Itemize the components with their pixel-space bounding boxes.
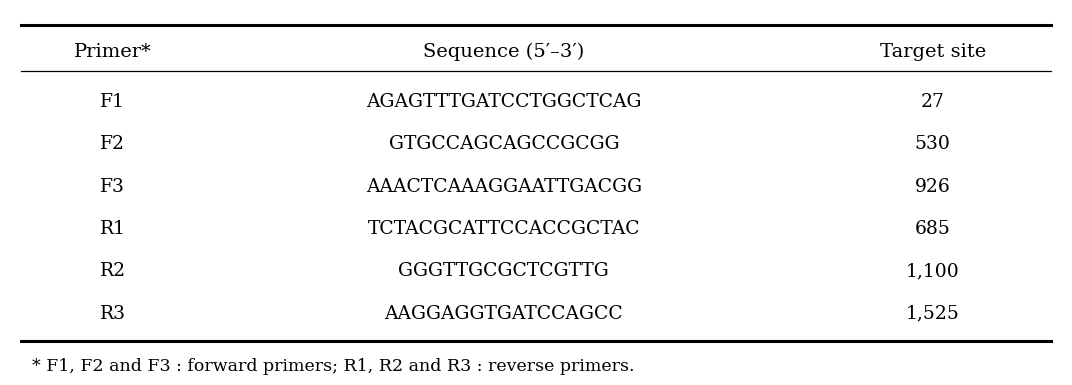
Text: R1: R1 [100, 220, 125, 238]
Text: R3: R3 [100, 305, 125, 323]
Text: 530: 530 [914, 136, 951, 153]
Text: Target site: Target site [879, 43, 986, 61]
Text: AGAGTTTGATCCTGGCTCAG: AGAGTTTGATCCTGGCTCAG [367, 93, 641, 111]
Text: AAACTCAAAGGAATTGACGG: AAACTCAAAGGAATTGACGG [366, 178, 642, 196]
Text: 685: 685 [914, 220, 951, 238]
Text: 1,525: 1,525 [906, 305, 959, 323]
Text: F3: F3 [100, 178, 125, 196]
Text: 1,100: 1,100 [906, 263, 959, 280]
Text: 926: 926 [914, 178, 951, 196]
Text: TCTACGCATTCCACCGCTAC: TCTACGCATTCCACCGCTAC [368, 220, 640, 238]
Text: * F1, F2 and F3 : forward primers; R1, R2 and R3 : reverse primers.: * F1, F2 and F3 : forward primers; R1, R… [32, 358, 635, 375]
Text: GGGTTGCGCTCGTTG: GGGTTGCGCTCGTTG [399, 263, 609, 280]
Text: Sequence (5′–3′): Sequence (5′–3′) [423, 43, 584, 61]
Text: 27: 27 [921, 93, 944, 111]
Text: F2: F2 [100, 136, 125, 153]
Text: Primer*: Primer* [74, 43, 151, 61]
Text: F1: F1 [100, 93, 125, 111]
Text: AAGGAGGTGATCCAGCC: AAGGAGGTGATCCAGCC [385, 305, 623, 323]
Text: R2: R2 [100, 263, 125, 280]
Text: GTGCCAGCAGCCGCGG: GTGCCAGCAGCCGCGG [388, 136, 620, 153]
